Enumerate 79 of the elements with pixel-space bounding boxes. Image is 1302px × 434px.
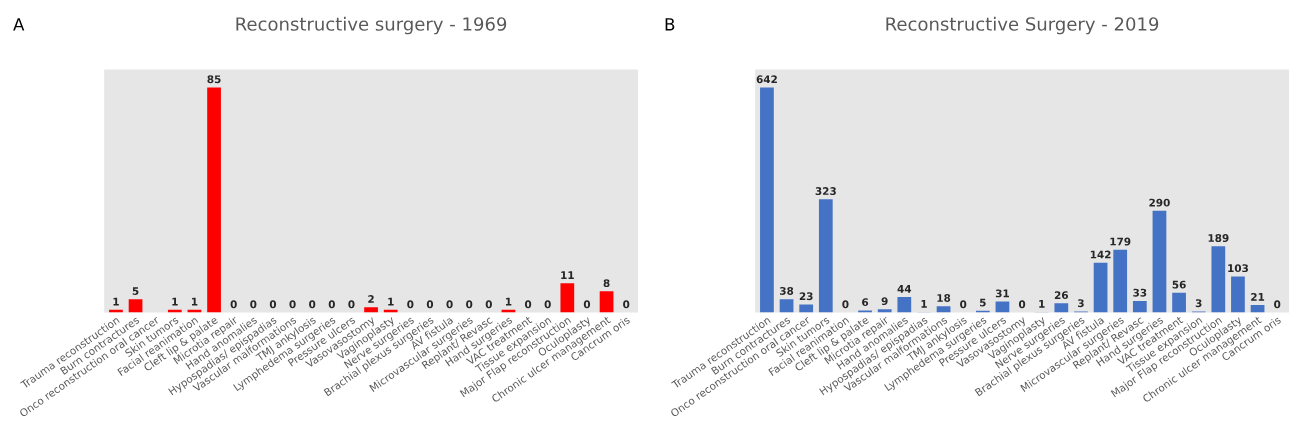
data-label: 0 [466, 300, 473, 309]
data-label: 103 [1228, 264, 1248, 273]
data-label: 2 [368, 295, 374, 303]
bar [1152, 210, 1167, 313]
chart-title: Reconstructive Surgery - 2019 [886, 16, 1159, 35]
data-label: 5 [132, 287, 139, 295]
data-label: 0 [426, 300, 434, 309]
data-label: 5 [980, 298, 986, 307]
data-label: 642 [756, 75, 777, 84]
data-label: 1 [506, 297, 512, 306]
bar [560, 283, 575, 313]
data-label: 1 [191, 297, 198, 306]
data-label: 11 [561, 271, 574, 279]
data-label: 1 [113, 297, 119, 306]
bar [818, 199, 833, 313]
text: B [665, 18, 675, 31]
bar [599, 291, 614, 313]
data-label: 0 [1274, 300, 1281, 309]
data-label: 0 [230, 300, 237, 309]
data-label: 0 [446, 300, 453, 309]
data-label: 1 [172, 297, 178, 306]
bar [1093, 262, 1108, 313]
data-label: 323 [815, 187, 836, 195]
bar [1113, 249, 1128, 313]
data-label: 0 [623, 300, 630, 309]
data-label: 56 [1172, 280, 1186, 289]
data-label: 0 [407, 300, 414, 309]
data-label: 0 [309, 300, 316, 309]
data-label: 31 [995, 289, 1009, 298]
bar [1132, 300, 1147, 313]
bar [1054, 303, 1069, 313]
data-label: 0 [348, 300, 355, 309]
bar [779, 299, 794, 313]
data-label: 189 [1208, 234, 1229, 242]
data-label: 38 [780, 287, 794, 295]
data-label: 18 [937, 294, 951, 302]
text: A [13, 18, 25, 31]
bar [364, 307, 378, 313]
data-label: 44 [897, 285, 912, 293]
data-label: 1 [1039, 300, 1045, 308]
data-label: 33 [1133, 288, 1147, 297]
bar [858, 310, 872, 313]
data-label: 8 [603, 279, 610, 288]
data-label: 0 [1018, 300, 1026, 309]
data-label: 23 [799, 292, 813, 301]
data-label: 0 [250, 300, 257, 309]
bar [1211, 246, 1226, 313]
data-label: 0 [485, 300, 492, 309]
data-label: 26 [1054, 291, 1069, 300]
data-label: 0 [842, 300, 849, 309]
bar [1250, 305, 1265, 313]
data-label: 1 [921, 300, 927, 308]
data-label: 3 [1195, 299, 1202, 308]
data-label: 0 [524, 300, 532, 309]
data-label: 85 [207, 75, 221, 84]
data-label: 0 [328, 300, 335, 309]
data-label: 0 [960, 300, 967, 309]
data-label: 142 [1090, 250, 1111, 259]
data-label: 0 [269, 300, 277, 309]
bar [877, 309, 892, 313]
data-label: 3 [1078, 299, 1084, 308]
bar [936, 306, 951, 313]
bar [760, 87, 774, 313]
chart-title: Reconstructive surgery - 1969 [236, 16, 507, 35]
data-label: 6 [862, 298, 869, 307]
data-label: 290 [1149, 198, 1170, 207]
data-label: 0 [583, 300, 591, 309]
data-label: 1 [388, 297, 394, 306]
data-label: 21 [1251, 292, 1265, 301]
data-label: 0 [289, 300, 296, 309]
bar [799, 304, 814, 313]
data-label: 0 [544, 300, 551, 309]
bar [1231, 276, 1245, 313]
bar [207, 87, 221, 313]
data-label: 179 [1110, 237, 1131, 246]
bar [1172, 292, 1186, 313]
bar [897, 297, 912, 313]
data-label: 9 [881, 297, 888, 306]
bar [128, 299, 143, 313]
